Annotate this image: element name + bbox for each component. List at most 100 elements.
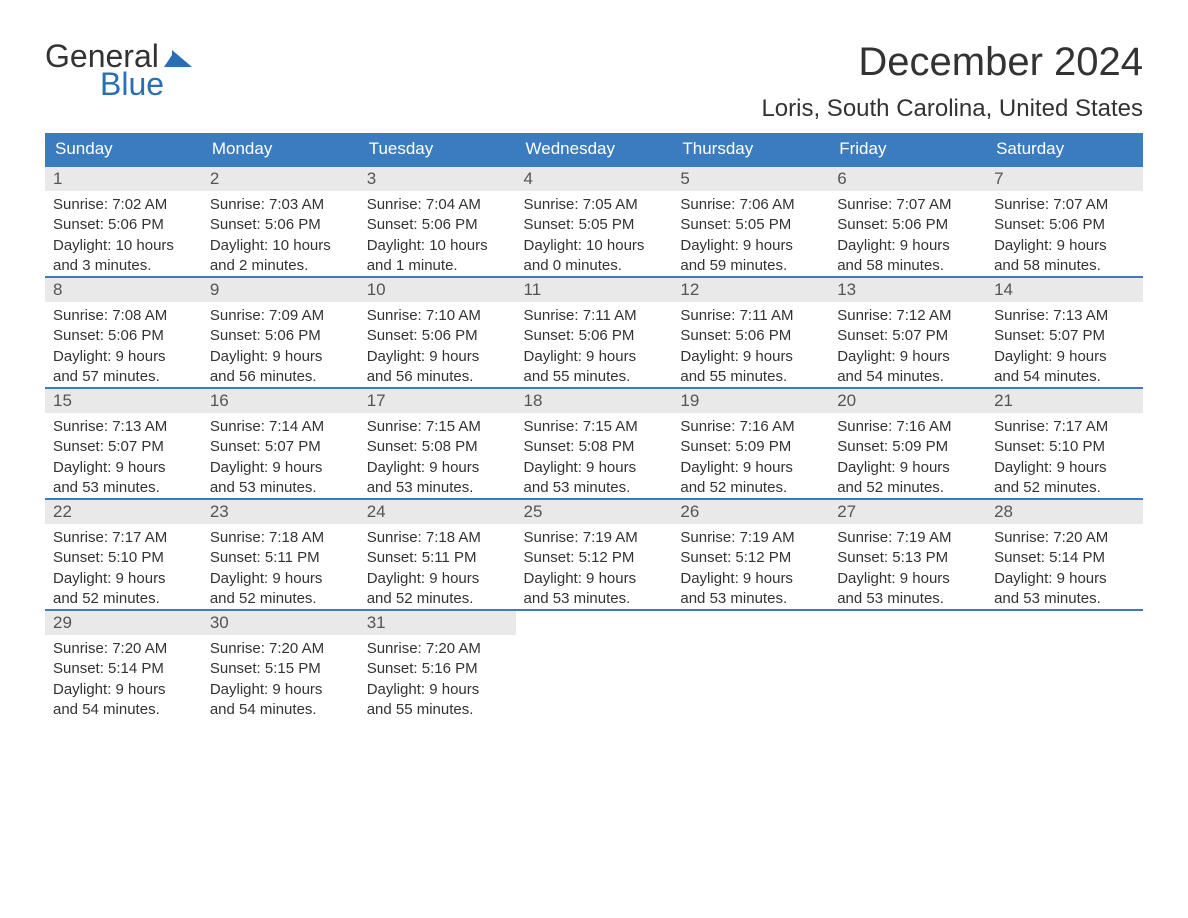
day-info: Sunrise: 7:02 AMSunset: 5:06 PMDaylight:… <box>45 191 202 276</box>
day-sunrise: Sunrise: 7:13 AM <box>53 417 194 437</box>
day-sunrise: Sunrise: 7:11 AM <box>524 306 665 326</box>
day-sunset: Sunset: 5:06 PM <box>367 215 508 235</box>
day-cell: 18Sunrise: 7:15 AMSunset: 5:08 PMDayligh… <box>516 388 673 499</box>
day-sunset: Sunset: 5:06 PM <box>680 326 821 346</box>
day-daylight2: and 58 minutes. <box>994 256 1135 276</box>
day-daylight2: and 57 minutes. <box>53 367 194 387</box>
day-daylight2: and 2 minutes. <box>210 256 351 276</box>
day-daylight1: Daylight: 9 hours <box>367 458 508 478</box>
day-cell: 31Sunrise: 7:20 AMSunset: 5:16 PMDayligh… <box>359 610 516 720</box>
day-daylight1: Daylight: 9 hours <box>210 680 351 700</box>
day-sunrise: Sunrise: 7:15 AM <box>367 417 508 437</box>
day-cell: 23Sunrise: 7:18 AMSunset: 5:11 PMDayligh… <box>202 499 359 610</box>
page-header: General Blue December 2024 Loris, South … <box>45 40 1143 123</box>
day-sunset: Sunset: 5:09 PM <box>837 437 978 457</box>
day-info: Sunrise: 7:11 AMSunset: 5:06 PMDaylight:… <box>516 302 673 387</box>
day-cell: 21Sunrise: 7:17 AMSunset: 5:10 PMDayligh… <box>986 388 1143 499</box>
day-daylight2: and 52 minutes. <box>53 589 194 609</box>
day-sunrise: Sunrise: 7:09 AM <box>210 306 351 326</box>
day-number: 6 <box>829 167 986 191</box>
day-sunset: Sunset: 5:16 PM <box>367 659 508 679</box>
day-info: Sunrise: 7:03 AMSunset: 5:06 PMDaylight:… <box>202 191 359 276</box>
day-number: 20 <box>829 389 986 413</box>
day-header: Monday <box>202 133 359 166</box>
day-number: 12 <box>672 278 829 302</box>
day-cell: 5Sunrise: 7:06 AMSunset: 5:05 PMDaylight… <box>672 166 829 277</box>
day-daylight1: Daylight: 9 hours <box>367 680 508 700</box>
day-sunset: Sunset: 5:12 PM <box>524 548 665 568</box>
day-info: Sunrise: 7:17 AMSunset: 5:10 PMDaylight:… <box>986 413 1143 498</box>
day-sunset: Sunset: 5:14 PM <box>994 548 1135 568</box>
day-daylight1: Daylight: 9 hours <box>367 569 508 589</box>
day-sunset: Sunset: 5:07 PM <box>53 437 194 457</box>
day-info: Sunrise: 7:13 AMSunset: 5:07 PMDaylight:… <box>986 302 1143 387</box>
day-daylight1: Daylight: 9 hours <box>210 458 351 478</box>
day-daylight1: Daylight: 9 hours <box>367 347 508 367</box>
day-cell: 15Sunrise: 7:13 AMSunset: 5:07 PMDayligh… <box>45 388 202 499</box>
day-info: Sunrise: 7:14 AMSunset: 5:07 PMDaylight:… <box>202 413 359 498</box>
day-number: 14 <box>986 278 1143 302</box>
day-daylight1: Daylight: 9 hours <box>680 236 821 256</box>
day-daylight1: Daylight: 10 hours <box>524 236 665 256</box>
day-sunset: Sunset: 5:06 PM <box>837 215 978 235</box>
day-cell: 29Sunrise: 7:20 AMSunset: 5:14 PMDayligh… <box>45 610 202 720</box>
day-daylight2: and 0 minutes. <box>524 256 665 276</box>
day-daylight1: Daylight: 9 hours <box>837 347 978 367</box>
day-cell <box>829 610 986 720</box>
day-daylight1: Daylight: 9 hours <box>210 569 351 589</box>
day-daylight1: Daylight: 9 hours <box>53 569 194 589</box>
day-sunset: Sunset: 5:12 PM <box>680 548 821 568</box>
day-number: 8 <box>45 278 202 302</box>
day-cell: 2Sunrise: 7:03 AMSunset: 5:06 PMDaylight… <box>202 166 359 277</box>
day-daylight2: and 58 minutes. <box>837 256 978 276</box>
day-sunrise: Sunrise: 7:04 AM <box>367 195 508 215</box>
day-number: 3 <box>359 167 516 191</box>
day-sunrise: Sunrise: 7:10 AM <box>367 306 508 326</box>
day-cell: 11Sunrise: 7:11 AMSunset: 5:06 PMDayligh… <box>516 277 673 388</box>
day-cell: 22Sunrise: 7:17 AMSunset: 5:10 PMDayligh… <box>45 499 202 610</box>
day-daylight2: and 55 minutes. <box>680 367 821 387</box>
day-daylight1: Daylight: 9 hours <box>994 347 1135 367</box>
day-info: Sunrise: 7:13 AMSunset: 5:07 PMDaylight:… <box>45 413 202 498</box>
day-sunrise: Sunrise: 7:19 AM <box>837 528 978 548</box>
calendar-thead: Sunday Monday Tuesday Wednesday Thursday… <box>45 133 1143 166</box>
day-sunrise: Sunrise: 7:06 AM <box>680 195 821 215</box>
day-info: Sunrise: 7:15 AMSunset: 5:08 PMDaylight:… <box>516 413 673 498</box>
week-row: 8Sunrise: 7:08 AMSunset: 5:06 PMDaylight… <box>45 277 1143 388</box>
day-cell: 9Sunrise: 7:09 AMSunset: 5:06 PMDaylight… <box>202 277 359 388</box>
day-daylight2: and 53 minutes. <box>994 589 1135 609</box>
day-sunrise: Sunrise: 7:19 AM <box>524 528 665 548</box>
day-daylight1: Daylight: 9 hours <box>994 458 1135 478</box>
title-block: December 2024 Loris, South Carolina, Uni… <box>761 40 1143 123</box>
day-sunrise: Sunrise: 7:07 AM <box>837 195 978 215</box>
day-number: 25 <box>516 500 673 524</box>
day-number: 29 <box>45 611 202 635</box>
day-sunset: Sunset: 5:08 PM <box>367 437 508 457</box>
day-daylight1: Daylight: 9 hours <box>837 458 978 478</box>
day-daylight2: and 53 minutes. <box>210 478 351 498</box>
day-sunset: Sunset: 5:05 PM <box>680 215 821 235</box>
day-number: 26 <box>672 500 829 524</box>
day-header-row: Sunday Monday Tuesday Wednesday Thursday… <box>45 133 1143 166</box>
location-text: Loris, South Carolina, United States <box>761 95 1143 123</box>
day-number: 10 <box>359 278 516 302</box>
day-sunrise: Sunrise: 7:16 AM <box>680 417 821 437</box>
day-cell: 19Sunrise: 7:16 AMSunset: 5:09 PMDayligh… <box>672 388 829 499</box>
day-sunrise: Sunrise: 7:20 AM <box>210 639 351 659</box>
day-cell: 20Sunrise: 7:16 AMSunset: 5:09 PMDayligh… <box>829 388 986 499</box>
day-daylight2: and 52 minutes. <box>994 478 1135 498</box>
day-info: Sunrise: 7:08 AMSunset: 5:06 PMDaylight:… <box>45 302 202 387</box>
day-header: Saturday <box>986 133 1143 166</box>
day-cell: 30Sunrise: 7:20 AMSunset: 5:15 PMDayligh… <box>202 610 359 720</box>
day-number: 31 <box>359 611 516 635</box>
month-title: December 2024 <box>761 40 1143 85</box>
day-info: Sunrise: 7:07 AMSunset: 5:06 PMDaylight:… <box>986 191 1143 276</box>
day-header: Friday <box>829 133 986 166</box>
day-header: Wednesday <box>516 133 673 166</box>
day-sunset: Sunset: 5:05 PM <box>524 215 665 235</box>
day-cell: 10Sunrise: 7:10 AMSunset: 5:06 PMDayligh… <box>359 277 516 388</box>
day-sunset: Sunset: 5:14 PM <box>53 659 194 679</box>
day-info: Sunrise: 7:16 AMSunset: 5:09 PMDaylight:… <box>829 413 986 498</box>
day-daylight2: and 53 minutes. <box>53 478 194 498</box>
day-sunset: Sunset: 5:11 PM <box>210 548 351 568</box>
